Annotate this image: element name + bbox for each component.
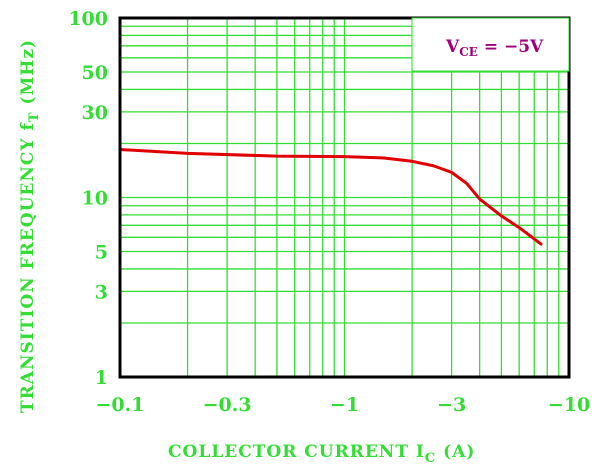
grid-lines [120, 18, 569, 377]
y-tick-label: 50 [82, 62, 108, 84]
y-tick-label: 3 [95, 281, 108, 303]
y-tick-labels: 1 3 5 10 30 50 100 [68, 8, 108, 389]
x-tick-labels: −0.1 −0.3 −1 −3 −10 [96, 394, 591, 416]
series-line [118, 148, 543, 246]
x-axis-label: COLLECTOR CURRENT IC (A) [168, 442, 475, 465]
y-tick-label: 5 [95, 242, 108, 264]
x-tick-label: −0.1 [96, 394, 145, 416]
x-tick-label: −3 [437, 394, 466, 416]
x-tick-label: −0.3 [203, 394, 252, 416]
y-tick-label: 30 [82, 102, 108, 124]
series-curves [118, 148, 543, 246]
vce-annotation: VCE = −5V [445, 37, 544, 59]
annotation-box [411, 17, 570, 72]
x-tick-label: −10 [548, 394, 590, 416]
plot-frame [118, 16, 571, 379]
y-tick-label: 100 [68, 8, 108, 30]
y-tick-label: 1 [95, 367, 108, 389]
y-tick-label: 10 [82, 188, 108, 210]
x-tick-label: −1 [330, 394, 359, 416]
y-axis-label: TRANSITION FREQUENCY fT (MHz) [18, 39, 42, 413]
